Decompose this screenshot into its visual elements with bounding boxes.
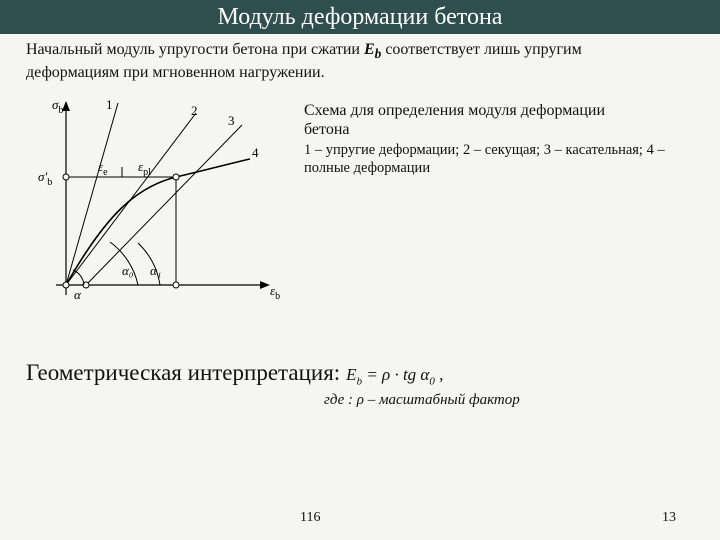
svg-text:σb: σb [52,97,63,116]
curve-label-4: 4 [252,145,259,160]
eps-e-sub: e [103,167,108,178]
scheme-title-1: Схема для определения модуля деформации [304,102,605,119]
angle-a0: α₀ [122,263,133,278]
intro-symbol-E: E [364,41,375,58]
scheme-title: Схема для определения модуля деформации … [304,101,694,139]
geometry-row: Геометрическая интерпретация: Eb = ρ · t… [26,360,443,387]
header-bar: Модуль деформации бетона [0,0,720,34]
sigma-mark: σ' [38,169,47,184]
scheme-title-2: бетона [304,121,349,138]
footer-page-right: 13 [662,510,676,526]
chart-column: σb εb σ'b εe εpl 1 2 3 [26,95,286,310]
intro-text: Начальный модуль упругости бетона при сж… [0,34,720,87]
intro-part-a: Начальный модуль упругости бетона при сж… [26,41,364,58]
curve-label-3: 3 [228,113,235,128]
geom-where: где : ρ – масштабный фактор [324,392,520,409]
svg-text:σ'b: σ'b [38,169,52,188]
deformation-chart: σb εb σ'b εe εpl 1 2 3 [26,95,286,310]
curve-label-1: 1 [106,97,113,112]
angle-a: α [74,287,82,302]
content-row: σb εb σ'b εe εpl 1 2 3 [0,87,720,310]
svg-text:εb: εb [270,283,280,302]
intro-part-b: соответствует лишь упругим [381,41,581,58]
eps-pl-sub: pl [143,167,151,178]
legend-column: Схема для определения модуля деформации … [304,95,694,310]
scheme-items: 1 – упругие деформации; 2 – секущая; 3 –… [304,141,694,177]
ylabel-sub: b [58,105,63,116]
xlabel-sub: b [275,291,280,302]
curve-label-2: 2 [191,103,198,118]
angle-a1: α₁ [150,263,161,278]
intro-line2: деформациям при мгновенном нагружении. [26,64,325,81]
footer-page-left: 116 [300,510,320,526]
page-title: Модуль деформации бетона [218,4,503,31]
geom-label: Геометрическая интерпретация: [26,360,340,386]
geom-formula: Eb = ρ · tg α0 , [346,365,443,387]
sigma-mark-sub: b [47,177,52,188]
